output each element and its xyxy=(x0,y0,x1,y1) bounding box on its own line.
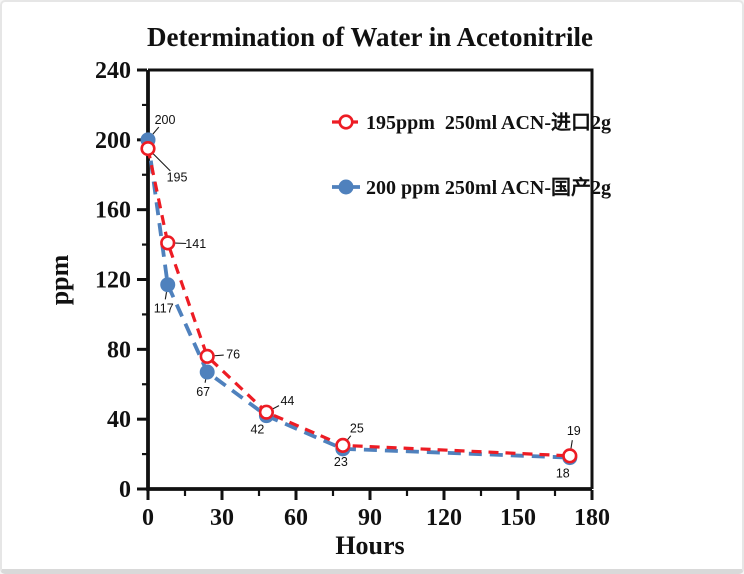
point-label: 23 xyxy=(334,455,348,469)
point-label: 200 xyxy=(155,113,176,127)
axis-tick-labels: 0 40 80 120 160 200 240 0 30 60 90 120 150 180 xyxy=(95,58,610,531)
x-tick-label: 180 xyxy=(574,505,610,531)
y-tick-label: 240 xyxy=(95,58,131,84)
data-point-imported xyxy=(140,140,156,157)
y-axis-title: ppm xyxy=(45,254,74,305)
series-line-domestic xyxy=(146,139,570,460)
point-label: 141 xyxy=(185,237,206,251)
y-tick-label: 40 xyxy=(107,407,131,433)
point-label: 18 xyxy=(556,467,570,481)
legend-marker-filled-circle-icon xyxy=(338,179,354,195)
data-series xyxy=(140,132,578,466)
leader-line xyxy=(152,153,171,172)
data-point-imported xyxy=(258,404,275,420)
leader-line xyxy=(570,440,573,449)
x-tick-label: 60 xyxy=(284,505,308,531)
data-point-imported xyxy=(335,437,351,453)
chart-title: Determination of Water in Acetonitrile xyxy=(147,22,593,52)
leader-line xyxy=(164,292,168,300)
frame-left-bottom xyxy=(146,70,592,491)
x-tick-label: 120 xyxy=(426,505,462,531)
data-point-domestic xyxy=(160,277,176,293)
legend-marker-open-circle-icon xyxy=(338,114,354,130)
x-tick-label: 150 xyxy=(500,505,536,531)
y-tick-label: 120 xyxy=(95,268,131,294)
leader-line xyxy=(152,126,160,135)
point-label: 67 xyxy=(196,385,210,399)
x-tick-label: 30 xyxy=(210,505,234,531)
data-point-domestic xyxy=(199,364,215,380)
legend-item-domestic: 200 ppm 250ml ACN-国产2g xyxy=(332,175,611,199)
frame-top-right xyxy=(148,68,594,489)
legend-label-domestic: 200 ppm 250ml ACN-国产2g xyxy=(366,175,611,199)
point-annotations: 195 141 76 44 25 19 200 117 67 42 23 18 xyxy=(152,113,581,481)
leader-line xyxy=(204,379,207,383)
data-point-imported xyxy=(160,235,176,251)
series-line-imported xyxy=(146,148,570,458)
plot-frame xyxy=(146,68,594,491)
point-label: 117 xyxy=(154,302,174,316)
legend-item-imported: 195ppm 250ml ACN-进口2g xyxy=(332,111,611,134)
data-point-imported xyxy=(562,448,578,464)
point-label: 44 xyxy=(280,394,294,408)
point-label: 25 xyxy=(350,421,364,435)
point-label: 76 xyxy=(226,347,240,361)
leader-line xyxy=(272,405,280,410)
leader-line xyxy=(347,435,352,440)
point-label: 195 xyxy=(167,171,188,185)
leader-line xyxy=(214,354,224,357)
y-tick-label: 0 xyxy=(119,477,131,503)
data-point-imported xyxy=(199,348,215,364)
legend-label-imported: 195ppm 250ml ACN-进口2g xyxy=(366,111,611,134)
x-tick-label: 90 xyxy=(358,505,382,531)
axis-ticks xyxy=(137,68,594,500)
y-tick-label: 160 xyxy=(95,198,131,224)
legend: 195ppm 250ml ACN-进口2g 200 ppm 250ml ACN-… xyxy=(332,111,611,199)
point-label: 42 xyxy=(250,423,264,437)
y-tick-label: 80 xyxy=(107,337,131,363)
y-tick-label: 200 xyxy=(95,128,131,154)
x-tick-label: 0 xyxy=(142,505,154,531)
point-label: 19 xyxy=(567,424,581,438)
x-axis-title: Hours xyxy=(335,531,404,560)
